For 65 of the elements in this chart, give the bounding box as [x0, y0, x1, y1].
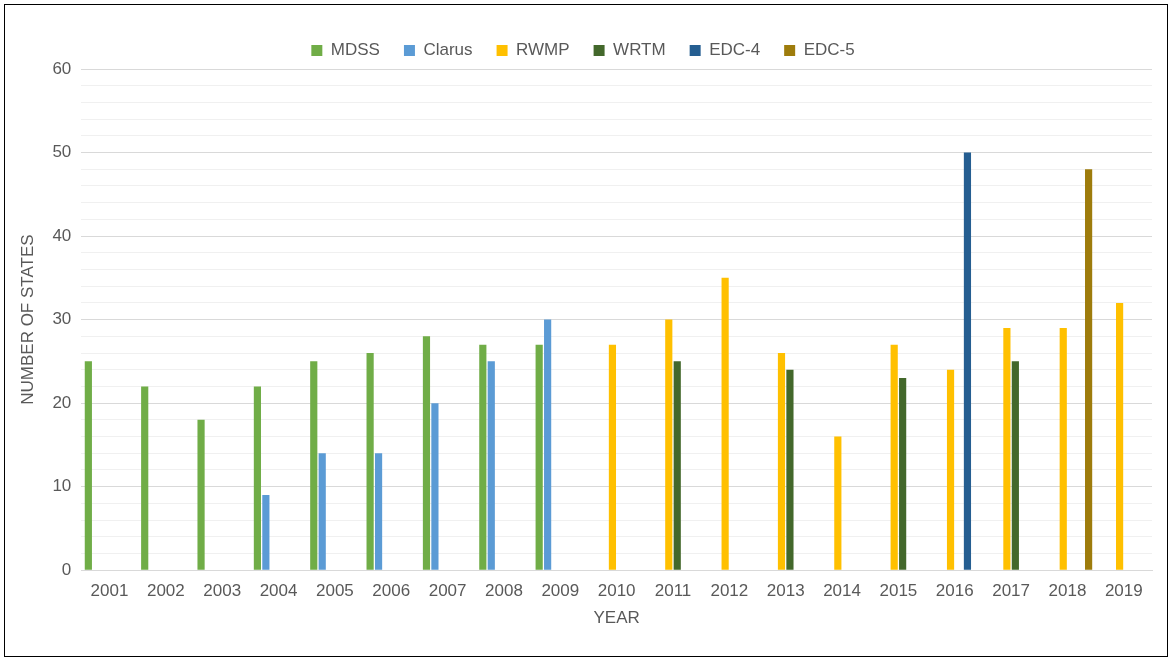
bar — [665, 319, 673, 570]
y-tick-label: 60 — [52, 58, 72, 78]
bar — [1003, 327, 1011, 570]
bar — [890, 344, 898, 570]
bar — [777, 353, 786, 570]
legend-label: EDC-4 — [709, 40, 761, 60]
bar — [1085, 169, 1093, 570]
x-tick-label: 2008 — [485, 581, 523, 601]
x-tick-label: 2009 — [541, 581, 580, 601]
bar — [253, 386, 261, 570]
y-tick-label: 30 — [52, 309, 72, 329]
bar — [535, 344, 543, 570]
x-tick-label: 2005 — [315, 581, 354, 601]
legend-label: MDSS — [330, 40, 380, 60]
y-tick-label: 10 — [52, 476, 72, 496]
x-tick-label: 2002 — [146, 581, 185, 601]
bar — [673, 361, 681, 570]
legend-label: Clarus — [423, 40, 473, 60]
bar — [1116, 302, 1124, 570]
x-tick-label: 2019 — [1104, 581, 1143, 601]
bar — [422, 336, 431, 570]
x-tick-label: 2003 — [203, 581, 242, 601]
x-tick-label: 2018 — [1048, 581, 1087, 601]
x-axis-title: YEAR — [593, 608, 640, 628]
x-tick-label: 2012 — [710, 581, 749, 601]
bar — [310, 361, 318, 570]
legend-label: WRTM — [613, 40, 666, 60]
bar — [899, 378, 907, 570]
bar — [141, 386, 149, 570]
bar — [366, 353, 374, 570]
bar — [721, 277, 729, 570]
x-tick-label: 2010 — [597, 581, 636, 601]
bar — [262, 495, 270, 570]
bar — [1011, 361, 1019, 570]
bar — [84, 361, 92, 570]
bar — [197, 419, 205, 570]
y-tick-label: 0 — [61, 559, 72, 579]
x-tick-label: 2013 — [766, 581, 805, 601]
bar — [374, 453, 383, 570]
bar — [479, 344, 487, 570]
bar — [487, 361, 495, 570]
x-tick-label: 2006 — [372, 581, 411, 601]
bar — [963, 152, 972, 570]
y-tick-label: 20 — [52, 392, 72, 412]
bar — [544, 319, 552, 570]
bar — [431, 403, 439, 570]
x-tick-label: 2014 — [823, 581, 861, 601]
x-tick-label: 2015 — [879, 581, 918, 601]
bar — [786, 369, 794, 570]
bar — [318, 453, 326, 570]
x-tick-label: 2017 — [992, 581, 1031, 601]
bar — [1059, 327, 1067, 570]
x-tick-label: 2016 — [935, 581, 974, 601]
legend-label: RWMP — [516, 40, 570, 60]
y-tick-label: 50 — [52, 142, 72, 162]
x-tick-label: 2007 — [428, 581, 467, 601]
x-tick-label: 2001 — [90, 581, 129, 601]
legend-label: EDC-5 — [803, 40, 855, 60]
x-tick-label: 2004 — [259, 581, 298, 601]
bar — [834, 436, 842, 570]
bar — [608, 344, 617, 570]
bar — [946, 369, 955, 570]
x-tick-label: 2011 — [654, 581, 692, 601]
y-tick-label: 40 — [52, 225, 72, 245]
y-axis-title: NUMBER OF STATES — [17, 234, 37, 405]
